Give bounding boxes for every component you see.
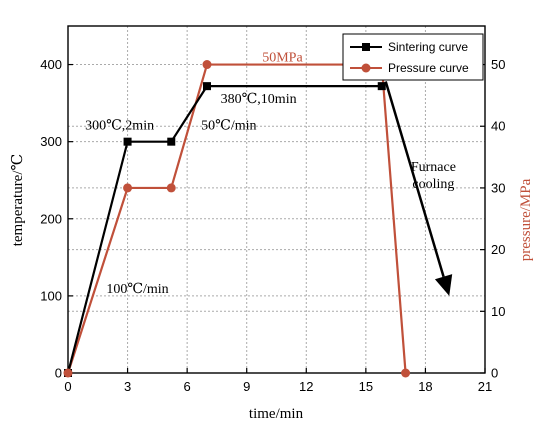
y-left-tick-label: 300	[40, 134, 62, 149]
annotation-label: Furnace	[411, 160, 456, 175]
y-right-tick-label: 50	[491, 57, 505, 72]
legend: Sintering curve Pressure curve	[342, 33, 484, 81]
y-left-tick-label: 200	[40, 211, 62, 226]
annotation-label: 50MPa	[262, 50, 303, 65]
plot-frame	[67, 25, 486, 374]
x-ticks: 0 3 6 9 12 15 18 21	[64, 368, 492, 394]
cooling-arrow-shaft	[384, 81, 445, 278]
y-right-tick-label: 10	[491, 304, 505, 319]
y-right-tick-label: 30	[491, 180, 505, 195]
legend-pressure-label: Pressure curve	[388, 61, 469, 75]
x-tick-label: 9	[243, 379, 250, 394]
legend-sintering-marker	[362, 43, 370, 51]
y-right-tick-label: 0	[491, 366, 498, 381]
annotation-label: 100℃/min	[106, 282, 168, 297]
annotation-label: 300℃,2min	[85, 118, 154, 133]
pressure-point	[123, 183, 133, 193]
y-left-tick-label: 100	[40, 288, 62, 303]
y-left-tick-label: 400	[40, 57, 62, 72]
y-right-ticks: 0 10 20 30 40 50	[480, 57, 505, 381]
arrow	[384, 81, 453, 296]
sintering-point	[377, 82, 386, 91]
legend-sintering-label: Sintering curve	[388, 40, 468, 54]
annotations: 50MPa 380℃,10min 300℃,2min 50℃/min Furnace co…	[85, 50, 456, 296]
y-left-ticks: 0 100 200 300 400	[40, 57, 73, 381]
pressure-point	[401, 368, 411, 378]
x-tick-label: 3	[124, 379, 131, 394]
x-tick-label: 0	[64, 379, 71, 394]
series-line-pressure-curve	[66, 63, 407, 374]
x-tick-label: 21	[478, 379, 492, 394]
y-left-tick-label: 0	[55, 366, 62, 381]
legend-pressure-marker	[361, 63, 371, 73]
x-tick-label: 15	[359, 379, 373, 394]
x-tick-label: 12	[299, 379, 313, 394]
annotation-label: 380℃,10min	[221, 92, 297, 107]
sintering-point	[123, 137, 132, 146]
x-tick-label: 6	[184, 379, 191, 394]
pressure-point	[202, 60, 212, 70]
annotation-label: cooling	[412, 177, 454, 192]
cooling-arrow-head	[434, 274, 453, 296]
x-tick-label: 18	[418, 379, 432, 394]
sintering-point	[203, 82, 211, 91]
y-right-tick-label: 40	[491, 119, 505, 134]
x-axis-label: time/min	[249, 406, 304, 422]
annotation-label: 50℃/min	[201, 118, 256, 133]
pressure-point	[166, 183, 176, 193]
pressure-point	[63, 368, 73, 378]
y-left-axis-label: temperature/℃	[10, 154, 26, 247]
y-right-tick-label: 20	[491, 242, 505, 257]
sintering-point	[167, 137, 176, 146]
y-right-axis-label: pressure/MPa	[518, 178, 534, 261]
